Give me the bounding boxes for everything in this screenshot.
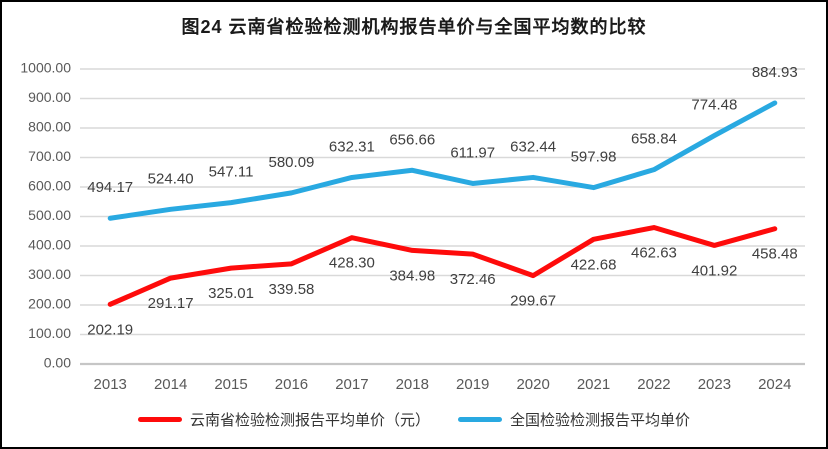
data-label: 494.17 xyxy=(87,179,133,196)
data-label: 656.66 xyxy=(389,131,435,148)
x-tick-label: 2016 xyxy=(275,376,308,393)
data-label: 401.92 xyxy=(691,262,737,279)
series-line-0 xyxy=(107,225,778,307)
legend-line-swatch-red-icon xyxy=(137,417,182,422)
data-label: 384.98 xyxy=(389,267,435,284)
data-label: 547.11 xyxy=(209,164,254,181)
x-tick-label: 2017 xyxy=(335,376,368,393)
data-label: 299.67 xyxy=(510,293,556,310)
x-tick-label: 2023 xyxy=(698,376,731,393)
data-label: 884.93 xyxy=(752,64,798,81)
series-line-1 xyxy=(107,100,778,221)
data-label: 611.97 xyxy=(450,144,495,161)
chart-title: 图24 云南省检验检测机构报告单价与全国平均数的比较 xyxy=(181,17,647,37)
legend-item-national: 全国检验检测报告平均单价 xyxy=(458,409,690,430)
y-tick-label: 1000.00 xyxy=(20,60,71,76)
data-label: 422.68 xyxy=(571,256,617,273)
data-label: 658.84 xyxy=(631,131,677,148)
data-label: 774.48 xyxy=(691,96,737,113)
y-tick-label: 800.00 xyxy=(28,119,71,135)
y-tick-label: 600.00 xyxy=(28,178,71,194)
x-tick-label: 2022 xyxy=(637,376,670,393)
x-tick-label: 2021 xyxy=(577,376,610,393)
y-tick-label: 500.00 xyxy=(28,207,71,223)
data-label: 202.19 xyxy=(87,321,133,338)
x-tick-label: 2018 xyxy=(396,376,429,393)
y-tick-label: 900.00 xyxy=(28,89,71,105)
legend-item-yunnan: 云南省检验检测报告平均单价（元） xyxy=(137,409,430,430)
data-label: 428.30 xyxy=(329,255,375,272)
y-tick-label: 400.00 xyxy=(28,237,71,253)
y-tick-label: 300.00 xyxy=(28,266,71,282)
legend-label-national: 全国检验检测报告平均单价 xyxy=(510,412,691,429)
data-label: 597.98 xyxy=(571,149,617,166)
line-chart-canvas: 0.00 100.00 200.00 300.00 400.00 500.00 600.00… xyxy=(20,60,805,393)
x-tick-label: 2015 xyxy=(214,376,247,393)
x-tick-label: 2014 xyxy=(154,376,187,393)
y-tick-label: 100.00 xyxy=(28,325,71,341)
data-label: 632.31 xyxy=(329,138,375,155)
legend-line-swatch-blue-icon xyxy=(458,417,502,422)
data-label: 339.58 xyxy=(269,281,315,298)
y-tick-label: 0.00 xyxy=(44,355,71,371)
chart-legend: 云南省检验检测报告平均单价（元） 全国检验检测报告平均单价 xyxy=(2,409,826,430)
x-tick-label: 2019 xyxy=(456,376,489,393)
data-label: 524.40 xyxy=(148,170,194,187)
data-label: 580.09 xyxy=(269,154,315,171)
data-label: 372.46 xyxy=(450,271,496,288)
legend-label-yunnan: 云南省检验检测报告平均单价（元） xyxy=(189,412,430,429)
data-label: 632.44 xyxy=(510,138,556,155)
y-tick-label: 200.00 xyxy=(28,296,71,312)
data-label: 462.63 xyxy=(631,244,677,261)
x-tick-label: 2013 xyxy=(94,376,127,393)
x-tick-label: 2020 xyxy=(516,376,549,393)
data-label: 458.48 xyxy=(752,246,798,263)
data-label: 291.17 xyxy=(148,295,194,312)
x-tick-label: 2024 xyxy=(758,376,791,393)
y-tick-label: 700.00 xyxy=(28,148,71,164)
data-label: 325.01 xyxy=(208,285,254,302)
